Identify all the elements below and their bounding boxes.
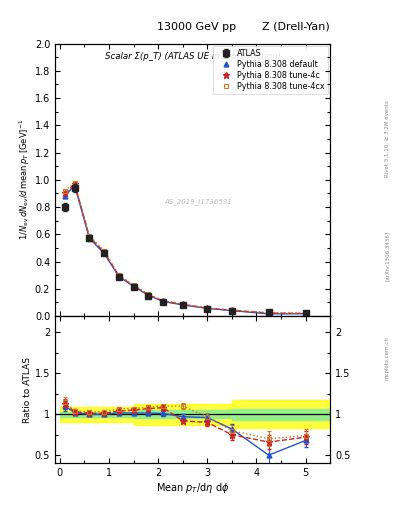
Pythia 8.308 tune-4c	[205, 305, 210, 311]
Pythia 8.308 default	[180, 302, 185, 308]
Pythia 8.308 tune-4cx	[303, 310, 308, 316]
Pythia 8.308 default	[266, 311, 271, 317]
Pythia 8.308 default	[161, 298, 165, 305]
Pythia 8.308 tune-4c	[230, 307, 234, 313]
Pythia 8.308 tune-4c	[131, 283, 136, 289]
Text: Z (Drell-Yan): Z (Drell-Yan)	[263, 22, 330, 32]
Pythia 8.308 tune-4cx	[87, 232, 92, 239]
Pythia 8.308 tune-4c	[62, 190, 67, 197]
Pythia 8.308 tune-4c	[180, 302, 185, 308]
Pythia 8.308 default	[102, 250, 107, 257]
Text: Rivet 3.1.10, ≥ 3.2M events: Rivet 3.1.10, ≥ 3.2M events	[385, 100, 389, 177]
Pythia 8.308 tune-4cx	[62, 187, 67, 194]
Text: AS_2019_I1736531: AS_2019_I1736531	[164, 198, 232, 205]
Pythia 8.308 tune-4cx	[161, 297, 165, 304]
Pythia 8.308 tune-4cx	[102, 248, 107, 254]
Pythia 8.308 tune-4cx	[146, 291, 151, 297]
Text: mcplots.cern.ch: mcplots.cern.ch	[385, 336, 389, 380]
Pythia 8.308 tune-4cx	[266, 310, 271, 316]
Pythia 8.308 default	[87, 236, 92, 242]
Line: Pythia 8.308 tune-4c: Pythia 8.308 tune-4c	[62, 181, 309, 316]
Text: [arXiv:1306.3436]: [arXiv:1306.3436]	[385, 231, 389, 281]
Pythia 8.308 tune-4c	[303, 310, 308, 316]
Pythia 8.308 tune-4cx	[205, 305, 210, 311]
Pythia 8.308 tune-4c	[146, 292, 151, 298]
Pythia 8.308 tune-4c	[117, 273, 121, 279]
Text: Scalar Σ(p_T) (ATLAS UE in Z production): Scalar Σ(p_T) (ATLAS UE in Z production)	[105, 52, 281, 61]
Pythia 8.308 tune-4cx	[230, 307, 234, 313]
Pythia 8.308 tune-4cx	[180, 301, 185, 307]
Pythia 8.308 default	[146, 292, 151, 298]
Pythia 8.308 tune-4cx	[72, 179, 77, 185]
Pythia 8.308 tune-4cx	[131, 282, 136, 288]
Legend: ATLAS, Pythia 8.308 default, Pythia 8.308 tune-4c, Pythia 8.308 tune-4cx: ATLAS, Pythia 8.308 default, Pythia 8.30…	[213, 46, 328, 94]
Pythia 8.308 default	[230, 308, 234, 314]
Line: Pythia 8.308 default: Pythia 8.308 default	[62, 183, 308, 316]
Pythia 8.308 tune-4c	[266, 310, 271, 316]
Pythia 8.308 tune-4c	[72, 181, 77, 187]
Line: Pythia 8.308 tune-4cx: Pythia 8.308 tune-4cx	[62, 180, 308, 315]
Pythia 8.308 tune-4c	[161, 298, 165, 304]
Pythia 8.308 tune-4c	[87, 234, 92, 240]
Y-axis label: $1/N_{\rm ev}\,dN_{\rm ev}/d\,{\rm mean}\,p_T\,[\rm GeV]^{-1}$: $1/N_{\rm ev}\,dN_{\rm ev}/d\,{\rm mean}…	[18, 119, 32, 240]
Pythia 8.308 tune-4c	[102, 249, 107, 255]
Pythia 8.308 default	[117, 273, 121, 280]
Y-axis label: Ratio to ATLAS: Ratio to ATLAS	[23, 357, 32, 423]
Pythia 8.308 default	[72, 182, 77, 188]
Pythia 8.308 default	[131, 283, 136, 289]
Text: 13000 GeV pp: 13000 GeV pp	[157, 22, 236, 32]
Pythia 8.308 default	[303, 311, 308, 317]
Pythia 8.308 tune-4cx	[117, 272, 121, 278]
Pythia 8.308 default	[205, 305, 210, 311]
Pythia 8.308 default	[62, 193, 67, 199]
X-axis label: Mean $p_T$/d$\eta$ d$\phi$: Mean $p_T$/d$\eta$ d$\phi$	[156, 481, 229, 495]
